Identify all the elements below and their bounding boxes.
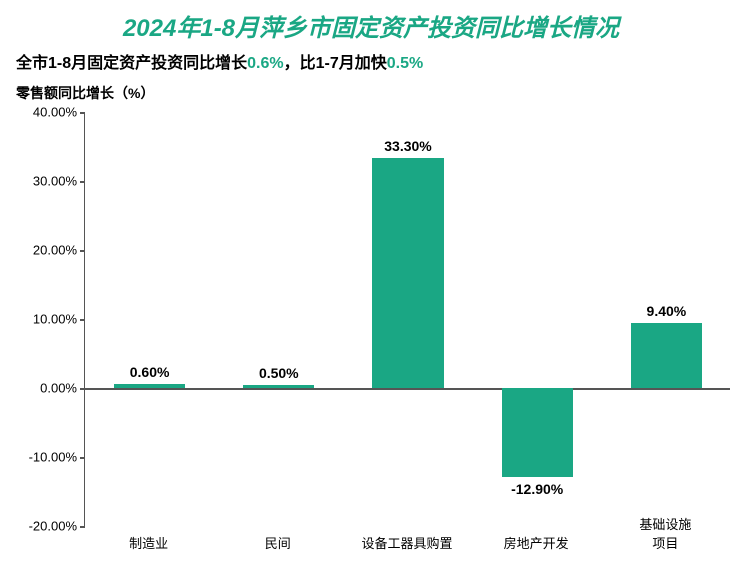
y-tick-label: 10.00% bbox=[17, 312, 77, 327]
bar-value-label: 0.60% bbox=[90, 364, 210, 380]
y-tick-label: 20.00% bbox=[17, 243, 77, 258]
y-tick-mark bbox=[80, 457, 85, 459]
y-tick-mark bbox=[80, 250, 85, 252]
y-tick-mark bbox=[80, 112, 85, 114]
subtitle-highlight-2: 0.5% bbox=[387, 55, 423, 72]
chart-subtitle: 全市1-8月固定资产投资同比增长0.6%，比1-7月加快0.5% bbox=[0, 43, 742, 73]
zero-line bbox=[85, 388, 730, 390]
y-tick-label: -10.00% bbox=[17, 450, 77, 465]
bar bbox=[631, 323, 702, 388]
bar bbox=[502, 388, 573, 477]
subtitle-mid: ，比1-7月加快 bbox=[284, 55, 387, 72]
chart-title: 2024年1-8月萍乡市固定资产投资同比增长情况 bbox=[0, 0, 742, 43]
x-category-label: 民间 bbox=[265, 533, 291, 552]
subtitle-highlight-1: 0.6% bbox=[247, 55, 283, 72]
y-tick-label: 0.00% bbox=[17, 381, 77, 396]
plot-area: -20.00%-10.00%0.00%10.00%20.00%30.00%40.… bbox=[84, 112, 730, 526]
x-category-label: 制造业 bbox=[129, 533, 168, 552]
y-tick-label: 40.00% bbox=[17, 105, 77, 120]
y-tick-mark bbox=[80, 319, 85, 321]
x-category-label: 房地产开发 bbox=[504, 533, 569, 552]
y-tick-mark bbox=[80, 526, 85, 528]
bar-value-label: 9.40% bbox=[606, 303, 726, 319]
y-tick-label: -20.00% bbox=[17, 519, 77, 534]
bar bbox=[243, 385, 314, 388]
subtitle-prefix: 全市1-8月固定资产投资同比增长 bbox=[16, 55, 247, 72]
chart-area: -20.00% -10.00% 0.00% 10.00% 20.00% 30.00% 40.… bbox=[16, 102, 730, 556]
x-category-label: 基础设施项目 bbox=[633, 514, 698, 552]
bar bbox=[372, 158, 443, 388]
y-tick-mark bbox=[80, 181, 85, 183]
bar-value-label: -12.90% bbox=[477, 481, 597, 497]
bar-value-label: 0.50% bbox=[219, 365, 339, 381]
bar bbox=[114, 384, 185, 388]
bar-value-label: 33.30% bbox=[348, 138, 468, 154]
x-category-label: 设备工器具购置 bbox=[361, 533, 452, 552]
y-axis-label: 零售额同比增长（%） bbox=[0, 73, 742, 103]
y-tick-label: 30.00% bbox=[17, 174, 77, 189]
